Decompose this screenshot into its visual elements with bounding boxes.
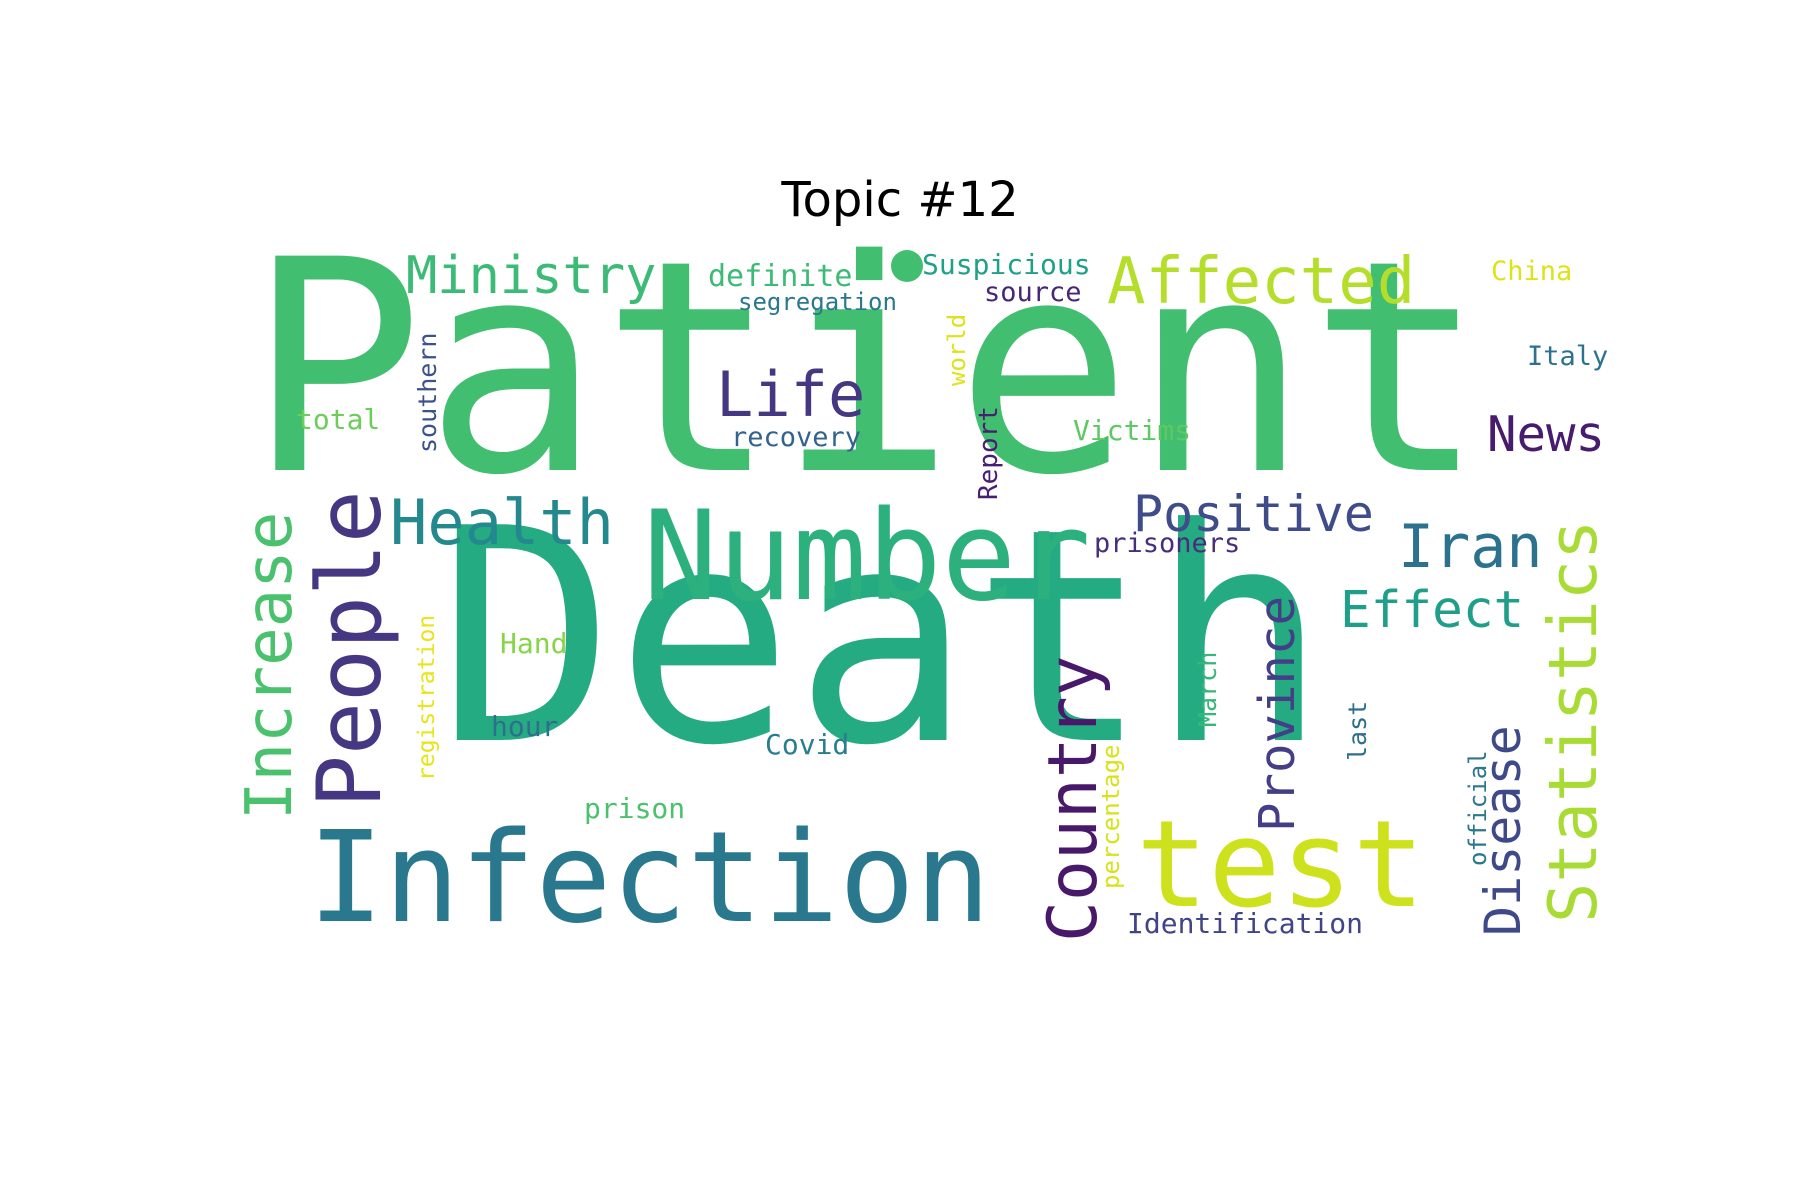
word-province: Province: [1249, 595, 1306, 832]
word-prison: prison: [584, 792, 686, 825]
word-iran: Iran: [1398, 512, 1543, 582]
word-life: Life: [716, 358, 866, 431]
word-health: Health: [390, 486, 614, 559]
word-march: March: [1193, 651, 1222, 727]
word-italy: Italy: [1527, 341, 1609, 372]
word-hand: Hand: [500, 627, 568, 660]
word-effect: Effect: [1340, 581, 1525, 640]
word-suspicious: Suspicious: [922, 248, 1091, 281]
dot-glyph: [891, 250, 923, 282]
word-southern: southern: [413, 332, 442, 453]
word-prisoners: prisoners: [1094, 528, 1241, 559]
word-number: Number: [643, 485, 1091, 629]
word-segregation: segregation: [738, 288, 897, 316]
word-report: Report: [974, 406, 1004, 500]
word-infection: Infection: [308, 804, 991, 951]
word-china: China: [1491, 256, 1573, 287]
word-covid: Covid: [765, 728, 850, 761]
word-official: official: [1464, 750, 1492, 866]
word-news: News: [1487, 406, 1606, 463]
word-increase: Increase: [233, 511, 307, 820]
word-hour: hour: [491, 710, 559, 743]
word-statistics: Statistics: [1534, 519, 1612, 923]
word-test: test: [1136, 796, 1425, 935]
word-registration: registration: [414, 614, 440, 781]
word-people: People: [298, 490, 401, 808]
word-ministry: Ministry: [406, 246, 657, 306]
word-world: world: [943, 313, 971, 386]
word-patient: Patient: [247, 198, 1487, 540]
figure-title: Topic #12: [781, 172, 1019, 228]
word-total: total: [296, 403, 381, 436]
word-percentage: percentage: [1097, 744, 1125, 890]
word-death: Death: [437, 465, 1329, 810]
word-identification: Identification: [1127, 907, 1364, 940]
word-last: last: [1343, 700, 1372, 761]
word-definite: definite: [708, 259, 853, 294]
word-source: source: [984, 277, 1082, 308]
word-affected: Affected: [1107, 245, 1416, 319]
word-positive: Positive: [1133, 485, 1374, 543]
word-victims: Victims: [1073, 414, 1192, 447]
word-recovery: recovery: [731, 422, 862, 453]
